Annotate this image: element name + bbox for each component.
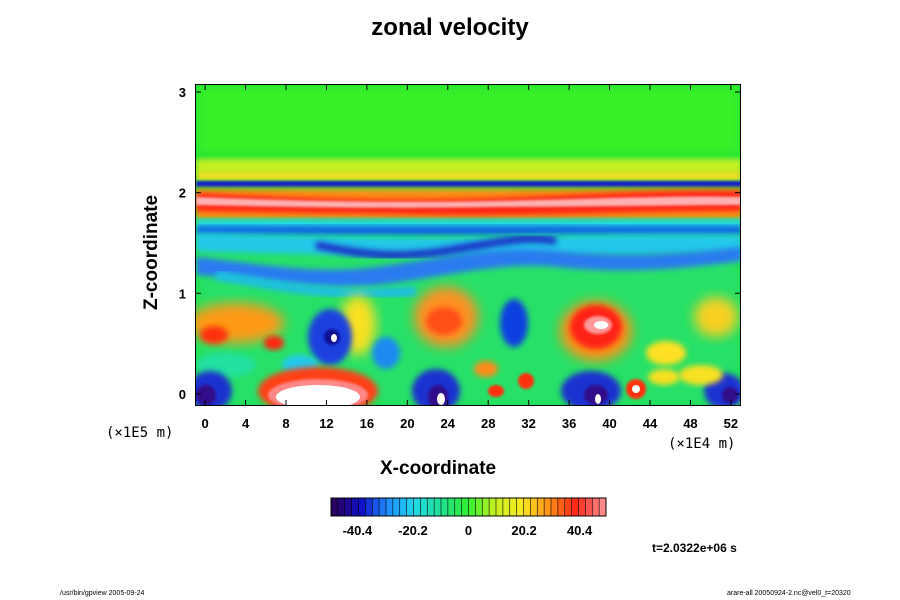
colorbar-tick-label: 0 <box>465 523 472 538</box>
x-tick-label: 4 <box>242 416 250 431</box>
x-tick-label: 40 <box>602 416 616 431</box>
colorbar-segment <box>502 498 511 516</box>
y-tick-label: 0 <box>179 387 186 402</box>
y-scale-note: (×1E5 m) <box>106 425 174 441</box>
colorbar-tick-label: 40.4 <box>567 523 593 538</box>
colorbar-segment <box>496 498 504 516</box>
colorbar-segment <box>351 498 359 516</box>
colorbar-frame <box>330 497 607 517</box>
x-tick-label: 0 <box>201 416 208 431</box>
colorbar-segment <box>585 498 593 516</box>
colorbar-segment <box>516 498 524 516</box>
y-tick-label: 3 <box>179 85 186 100</box>
colorbar-segment <box>468 498 476 516</box>
footer-right-note: arare-all 20050924-2.nc@vel0_t=20320 <box>727 590 851 597</box>
colorbar-segment <box>399 498 408 516</box>
x-tick-label: 36 <box>562 416 576 431</box>
colorbar-segment <box>557 498 566 516</box>
colorbar-segment <box>537 498 545 516</box>
colorbar-segment <box>578 498 586 516</box>
colorbar-segment <box>358 498 366 516</box>
x-scale-note: (×1E4 m) <box>668 436 736 452</box>
x-tick-label: 16 <box>360 416 374 431</box>
x-tick-label: 44 <box>643 416 658 431</box>
colorbar-segment <box>530 498 538 516</box>
colorbar-segment <box>372 498 380 516</box>
x-axis-ticks: 0 4 8 12 16 20 24 28 32 36 40 44 48 52 <box>201 84 738 431</box>
colorbar-segment <box>434 498 442 516</box>
x-axis-label: X-coordinate <box>380 458 497 479</box>
colorbar-segment <box>599 498 607 516</box>
colorbar-segment <box>592 498 600 516</box>
x-tick-label: 12 <box>319 416 333 431</box>
colorbar-segment <box>413 498 421 516</box>
colorbar-segment <box>379 498 387 516</box>
colorbar <box>330 497 607 517</box>
chart-title: zonal velocity <box>371 14 529 41</box>
x-tick-label: 8 <box>282 416 289 431</box>
colorbar-segment <box>523 498 531 516</box>
colorbar-tick-label: -40.4 <box>343 523 373 538</box>
colorbar-segment <box>331 498 339 516</box>
y-tick-label: 1 <box>179 286 186 301</box>
colorbar-segment <box>392 498 401 516</box>
colorbar-segment <box>544 498 552 516</box>
colorbar-segment <box>489 498 497 516</box>
colorbar-segment <box>475 498 483 516</box>
colorbar-segment <box>482 498 490 516</box>
colorbar-segment <box>551 498 559 516</box>
colorbar-tick-label: 20.2 <box>511 523 536 538</box>
x-tick-label: 48 <box>683 416 697 431</box>
y-axis-ticks: 0 1 2 3 <box>179 85 741 402</box>
time-annotation: t=2.0322e+06 s <box>652 541 737 555</box>
colorbar-segment <box>454 498 463 516</box>
colorbar-segment <box>564 498 573 516</box>
x-tick-label: 52 <box>724 416 738 431</box>
y-tick-label: 2 <box>179 186 186 201</box>
heatmap-field <box>196 85 740 405</box>
footer-left-note: /usr/bin/gpview 2005-09-24 <box>60 590 145 597</box>
colorbar-segment <box>365 498 373 516</box>
colorbar-segment <box>337 498 346 516</box>
colorbar-segment <box>461 498 469 516</box>
colorbar-tick-label: -20.2 <box>398 523 428 538</box>
colorbar-segment <box>386 498 394 516</box>
colorbar-segment <box>571 498 579 516</box>
colorbar-segment <box>441 498 449 516</box>
x-tick-label: 20 <box>400 416 414 431</box>
y-axis-label: Z-coordinate <box>141 194 162 310</box>
colorbar-segment <box>344 498 353 516</box>
x-tick-label: 32 <box>521 416 535 431</box>
colorbar-segment <box>509 498 518 516</box>
colorbar-segment <box>420 498 428 516</box>
x-tick-label: 28 <box>481 416 495 431</box>
colorbar-ticks: -40.4 -20.2 0 20.2 40.4 <box>343 523 593 538</box>
plot-area <box>195 84 741 406</box>
colorbar-segment <box>406 498 414 516</box>
x-tick-label: 24 <box>441 416 456 431</box>
colorbar-segment <box>427 498 435 516</box>
colorbar-segment <box>447 498 456 516</box>
